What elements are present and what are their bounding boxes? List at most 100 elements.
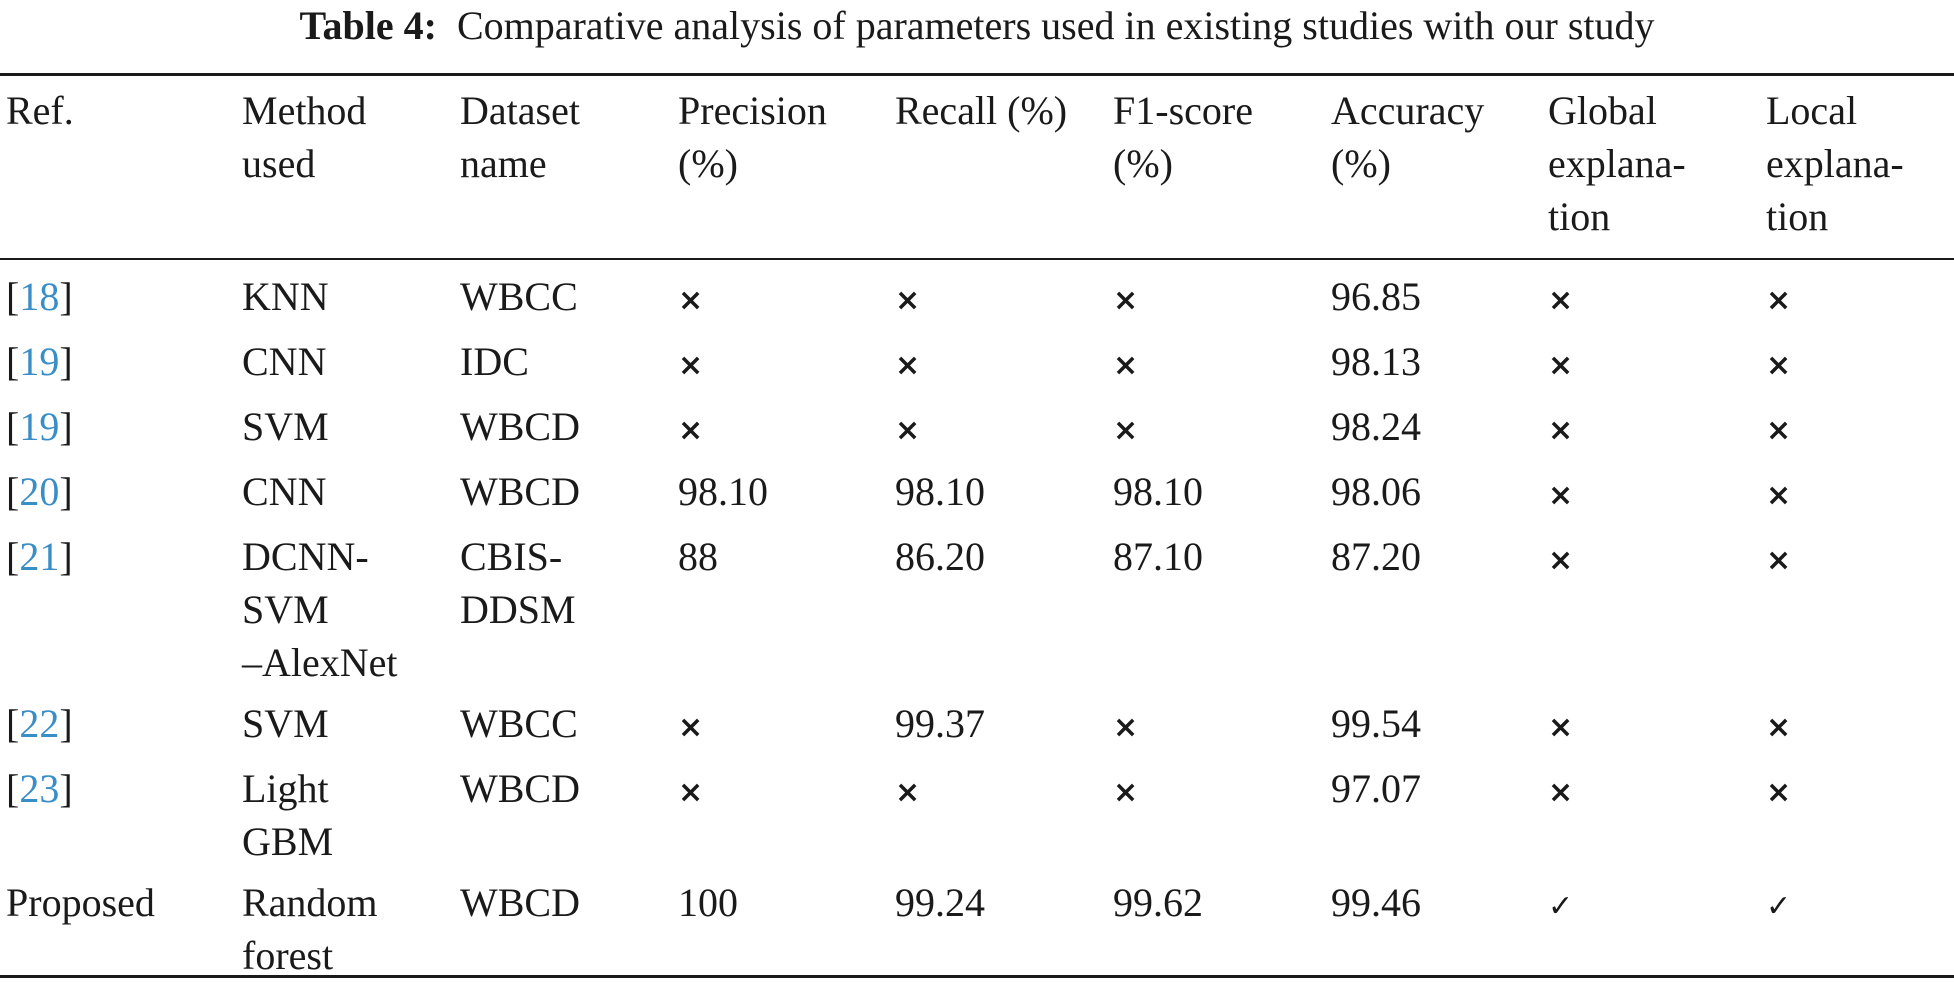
cell-accuracy: 99.46 <box>1331 880 1421 925</box>
cell-global: × <box>1542 258 1760 335</box>
table-row: Proposed Random forest WBCD 100 99.24 99.62 99… <box>0 876 1954 990</box>
caption-text: Comparative analysis of parameters used … <box>456 3 1655 48</box>
cell-global: × <box>1542 530 1760 697</box>
caption-label: Table 4: <box>299 3 437 48</box>
header-recall: Recall (%) <box>895 88 1068 133</box>
cell-accuracy: 98.06 <box>1331 469 1421 514</box>
citation-link[interactable]: 23 <box>19 766 60 811</box>
cross-icon: × <box>678 710 704 745</box>
cell-ref: [19] <box>0 400 236 465</box>
cell-method: DCNN- SVM –AlexNet <box>242 534 398 685</box>
cell-local: ✓ <box>1760 876 1954 990</box>
cross-icon: × <box>1766 775 1792 810</box>
cross-icon: × <box>1766 348 1792 383</box>
table-row: [21] DCNN- SVM –AlexNet CBIS- DDSM 88 86.20 8… <box>0 530 1954 697</box>
cross-icon: × <box>895 413 921 448</box>
citation-link[interactable]: 19 <box>19 404 60 449</box>
cross-icon: × <box>895 348 921 383</box>
cell-global: × <box>1542 400 1760 465</box>
ref-bracket-close: ] <box>59 469 73 514</box>
header-precision: Precision (%) <box>678 88 827 186</box>
cell-f1: × <box>1107 697 1325 762</box>
header-f1: F1-score (%) <box>1113 88 1253 186</box>
table-row: [18] KNN WBCC × × × 96.85 × × <box>0 258 1954 335</box>
cell-method: CNN <box>242 339 327 384</box>
cross-icon: × <box>1766 413 1792 448</box>
cell-ref: [22] <box>0 697 236 762</box>
cell-global: × <box>1542 335 1760 400</box>
header-ref: Ref. <box>6 88 74 133</box>
cell-local: × <box>1760 697 1954 762</box>
cross-icon: × <box>1766 543 1792 578</box>
header-method: Method used <box>242 88 367 186</box>
cell-precision: × <box>672 762 889 876</box>
cross-icon: × <box>895 283 921 318</box>
cell-f1: 98.10 <box>1113 469 1203 514</box>
cell-f1: × <box>1107 258 1325 335</box>
cell-local: × <box>1760 530 1954 697</box>
ref-bracket-close: ] <box>59 534 73 579</box>
cell-dataset: CBIS- DDSM <box>460 534 576 632</box>
citation-link[interactable]: 19 <box>19 339 60 384</box>
ref-bracket-close: ] <box>59 404 73 449</box>
table-row: [19] CNN IDC × × × 98.13 × × <box>0 335 1954 400</box>
cell-f1: × <box>1107 400 1325 465</box>
header-global-explanation: Global explana- tion <box>1548 88 1686 239</box>
cross-icon: × <box>678 348 704 383</box>
bottom-rule <box>0 975 1954 978</box>
cell-dataset: WBCD <box>460 404 580 449</box>
cell-ref: [18] <box>0 258 236 335</box>
ref-bracket-close: ] <box>59 339 73 384</box>
ref-bracket-open: [ <box>6 274 20 319</box>
cell-ref: Proposed <box>0 876 236 990</box>
cell-global: ✓ <box>1542 876 1760 990</box>
cell-recall: 86.20 <box>895 534 985 579</box>
check-icon: ✓ <box>1766 889 1792 924</box>
cell-method: Light GBM <box>242 766 334 864</box>
header-local-explanation: Local explana- tion <box>1766 88 1904 239</box>
comparison-table: Ref. Method used Dataset name Precision … <box>0 84 1954 990</box>
ref-bracket-close: ] <box>59 274 73 319</box>
cross-icon: × <box>1548 543 1574 578</box>
cell-precision: 88 <box>678 534 718 579</box>
cell-precision: × <box>672 258 889 335</box>
header-rule <box>0 258 1954 260</box>
cross-icon: × <box>1548 348 1574 383</box>
cell-ref: [21] <box>0 530 236 697</box>
cross-icon: × <box>1766 478 1792 513</box>
cross-icon: × <box>1548 478 1574 513</box>
citation-link[interactable]: 21 <box>19 534 60 579</box>
cell-dataset: WBCD <box>460 469 580 514</box>
citation-link[interactable]: 20 <box>19 469 60 514</box>
cell-global: × <box>1542 762 1760 876</box>
ref-bracket-open: [ <box>6 766 20 811</box>
cross-icon: × <box>1113 348 1139 383</box>
citation-link[interactable]: 18 <box>19 274 60 319</box>
cell-dataset: WBCC <box>460 274 578 319</box>
table-row: [19] SVM WBCD × × × 98.24 × × <box>0 400 1954 465</box>
cross-icon: × <box>678 413 704 448</box>
cross-icon: × <box>1113 283 1139 318</box>
cell-method: KNN <box>242 274 329 319</box>
table-body: [18] KNN WBCC × × × 96.85 × × [19] CNN IDC × × × 98.13 ×… <box>0 258 1954 990</box>
cell-dataset: WBCC <box>460 701 578 746</box>
cell-accuracy: 98.24 <box>1331 404 1421 449</box>
cell-recall: × <box>889 400 1107 465</box>
citation-link[interactable]: 22 <box>19 701 60 746</box>
cell-f1: × <box>1107 762 1325 876</box>
cross-icon: × <box>895 775 921 810</box>
ref-bracket-close: ] <box>59 701 73 746</box>
cell-f1: 87.10 <box>1113 534 1203 579</box>
cell-global: × <box>1542 465 1760 530</box>
cell-dataset: IDC <box>460 339 529 384</box>
cross-icon: × <box>1766 283 1792 318</box>
cell-precision: 100 <box>678 880 738 925</box>
cell-recall: 99.37 <box>895 701 985 746</box>
table-row: [22] SVM WBCC × 99.37 × 99.54 × × <box>0 697 1954 762</box>
cell-local: × <box>1760 465 1954 530</box>
cross-icon: × <box>1113 775 1139 810</box>
cell-recall: × <box>889 335 1107 400</box>
header-accuracy: Accuracy (%) <box>1331 88 1485 186</box>
cell-method: SVM <box>242 404 329 449</box>
